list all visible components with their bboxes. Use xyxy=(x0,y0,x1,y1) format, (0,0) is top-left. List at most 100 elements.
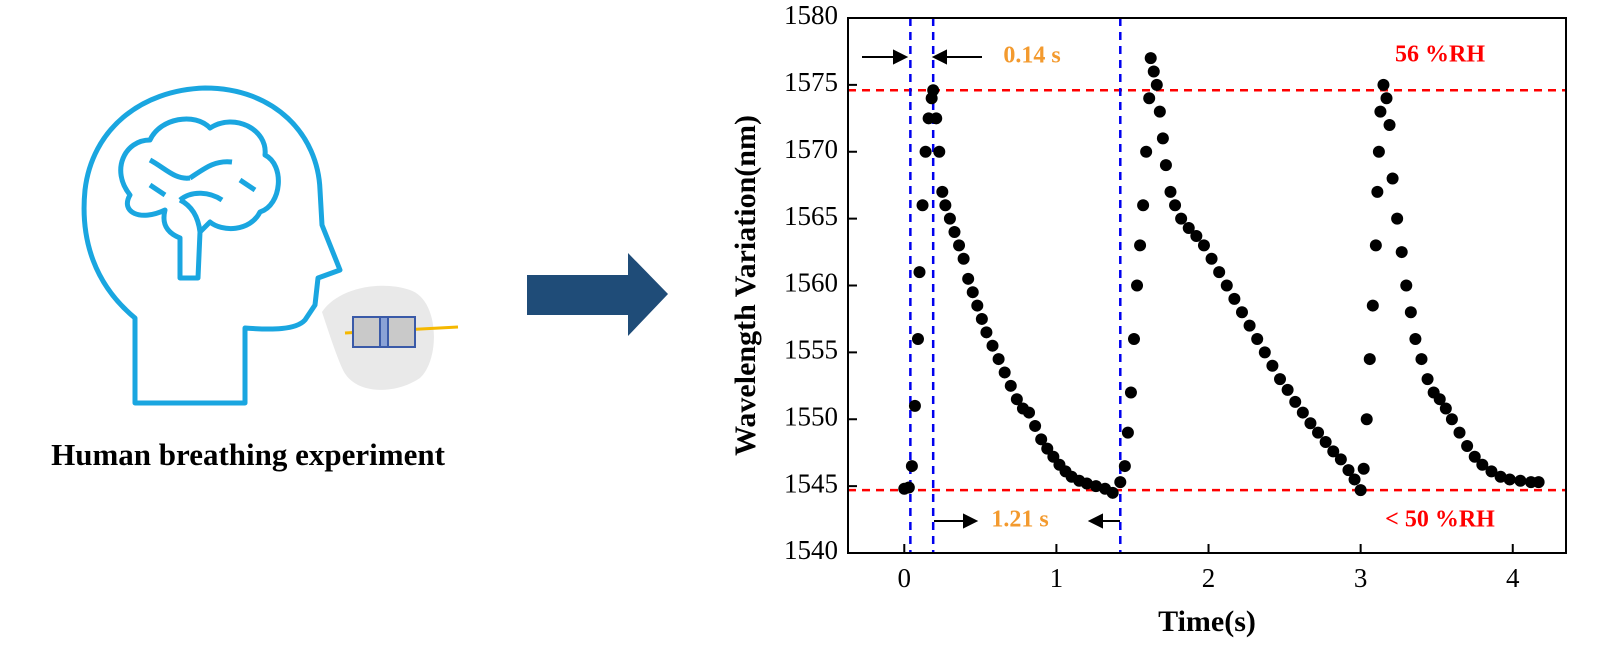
data-point xyxy=(1289,395,1302,408)
data-point xyxy=(1312,426,1325,439)
data-point xyxy=(1159,159,1172,172)
data-point xyxy=(1169,199,1182,212)
data-point xyxy=(1377,78,1390,91)
data-point xyxy=(1190,230,1203,243)
data-point xyxy=(1004,379,1017,392)
data-point xyxy=(971,299,984,312)
data-point xyxy=(1197,239,1210,252)
data-point xyxy=(1089,480,1102,493)
data-point xyxy=(1439,402,1452,415)
data-point xyxy=(948,226,961,238)
data-point xyxy=(1380,92,1393,105)
data-point xyxy=(1348,473,1361,486)
data-point xyxy=(1213,266,1226,279)
data-point xyxy=(1400,279,1413,292)
chart: 1540 1545 1550 1555 1560 1565 1570 1575 1580 0 1 2 3… xyxy=(729,0,1566,638)
data-point xyxy=(1124,386,1137,399)
data-point xyxy=(1342,464,1355,477)
data-point xyxy=(998,366,1011,379)
data-point xyxy=(1357,462,1370,475)
data-point xyxy=(1131,279,1144,292)
data-point xyxy=(1532,476,1545,489)
y-tick-label: 1540 xyxy=(784,535,838,565)
y-tick-label: 1565 xyxy=(784,201,838,231)
data-point xyxy=(1228,292,1241,305)
brain-folds xyxy=(148,157,257,233)
data-point xyxy=(1010,393,1023,406)
x-tick-label: 2 xyxy=(1202,563,1216,593)
data-point xyxy=(905,460,918,473)
data-point xyxy=(1164,185,1177,198)
data-point xyxy=(1121,426,1134,439)
data-point xyxy=(962,272,975,285)
annotation: 1.21 s xyxy=(991,507,1048,533)
data-point xyxy=(1415,353,1428,366)
data-point xyxy=(1274,373,1287,386)
data-point xyxy=(1485,465,1498,478)
data-point xyxy=(1363,353,1376,366)
arrow-head xyxy=(931,49,947,65)
data-point xyxy=(1404,306,1417,319)
data-point xyxy=(1114,476,1127,489)
data-point xyxy=(1175,212,1188,225)
x-tick-label: 3 xyxy=(1354,563,1368,593)
data-point xyxy=(1461,440,1474,452)
data-point xyxy=(1150,78,1163,91)
y-tick-label: 1545 xyxy=(784,468,838,498)
y-axis-title: Wavelength Variation(nm) xyxy=(729,115,762,456)
data-point xyxy=(975,312,988,325)
data-point xyxy=(911,333,924,345)
head-illustration xyxy=(81,85,343,406)
x-axis-title: Time(s) xyxy=(1158,605,1256,638)
data-point xyxy=(1354,484,1367,497)
data-point xyxy=(1220,279,1233,292)
plot-frame xyxy=(847,17,1567,554)
data-point xyxy=(1235,306,1248,319)
data-point xyxy=(1080,477,1093,490)
data-point xyxy=(913,266,926,279)
data-point xyxy=(933,145,946,158)
data-point xyxy=(1369,239,1382,252)
data-point xyxy=(986,339,999,352)
x-tick-label: 4 xyxy=(1506,563,1520,593)
y-tick-label: 1580 xyxy=(784,0,838,30)
data-point xyxy=(1182,221,1195,234)
data-point xyxy=(1258,346,1271,359)
arrow-head xyxy=(893,49,909,65)
data-point xyxy=(936,185,949,198)
data-point xyxy=(1205,252,1218,265)
data-point xyxy=(1156,132,1169,145)
annotation: 0.14 s xyxy=(1003,43,1060,69)
data-point xyxy=(1327,445,1340,458)
data-point xyxy=(1433,393,1446,406)
data-point xyxy=(1494,470,1507,483)
data-point xyxy=(1023,406,1036,419)
data-point xyxy=(1296,406,1309,419)
flow-arrow xyxy=(527,253,668,336)
data-point xyxy=(1383,119,1396,131)
data-point xyxy=(1409,333,1422,345)
data-point xyxy=(1360,413,1373,426)
data-point xyxy=(1243,319,1256,332)
data-point xyxy=(1251,333,1264,345)
data-point xyxy=(966,286,979,299)
arrow-head xyxy=(963,513,979,529)
y-tick-label: 1570 xyxy=(784,134,838,164)
x-tick-label: 1 xyxy=(1050,563,1064,593)
data-point xyxy=(1476,458,1489,471)
data-point xyxy=(1395,246,1408,259)
data-point xyxy=(908,399,921,412)
caption: Human breathing experiment xyxy=(51,437,445,472)
data-point xyxy=(1334,453,1347,466)
data-point xyxy=(1127,333,1140,345)
x-tick-label: 0 xyxy=(898,563,912,593)
data-point xyxy=(1421,373,1434,386)
data-point xyxy=(1118,460,1131,473)
data-point xyxy=(1147,65,1160,78)
data-point xyxy=(1453,426,1466,439)
data-point xyxy=(1144,52,1157,65)
data-point xyxy=(980,326,993,339)
data-point xyxy=(943,212,956,225)
data-point xyxy=(930,112,943,125)
